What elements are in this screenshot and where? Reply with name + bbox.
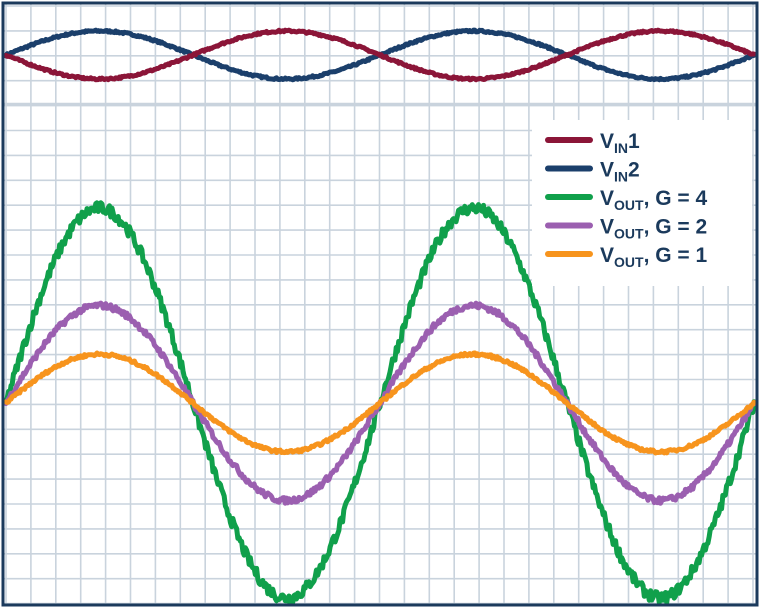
legend-background <box>532 120 752 286</box>
legend-label-subscript: OUT <box>614 254 644 270</box>
legend-label-subscript: IN <box>614 169 628 185</box>
legend-label-tail: , G = 4 <box>644 187 708 210</box>
series-layer <box>3 27 757 606</box>
legend-label-vout_g4: VOUT, G = 4 <box>600 187 708 213</box>
legend-label-vin1: VIN1 <box>600 130 640 156</box>
legend-label-vout_g2: VOUT, G = 2 <box>600 216 707 242</box>
legend-label-subscript: OUT <box>614 197 644 213</box>
legend-label-subscript: IN <box>614 140 628 156</box>
legend-label-main: V <box>600 244 614 267</box>
legend-label-main: V <box>600 216 614 239</box>
series-line-vin1 <box>3 27 757 83</box>
series-line-vout_g1 <box>3 350 757 456</box>
legend-label-tail: 1 <box>628 130 640 153</box>
grid <box>4 4 756 605</box>
legend-label-main: V <box>600 187 614 210</box>
legend-label-subscript: OUT <box>614 226 644 242</box>
legend-label-main: V <box>600 159 614 182</box>
legend-label-vout_g1: VOUT, G = 1 <box>600 244 708 270</box>
legend-label-main: V <box>600 130 614 153</box>
legend-label-tail: , G = 1 <box>644 244 708 267</box>
legend-label-vin2: VIN2 <box>600 159 640 185</box>
legend-label-tail: 2 <box>628 159 640 182</box>
legend-label-tail: , G = 2 <box>644 216 708 239</box>
